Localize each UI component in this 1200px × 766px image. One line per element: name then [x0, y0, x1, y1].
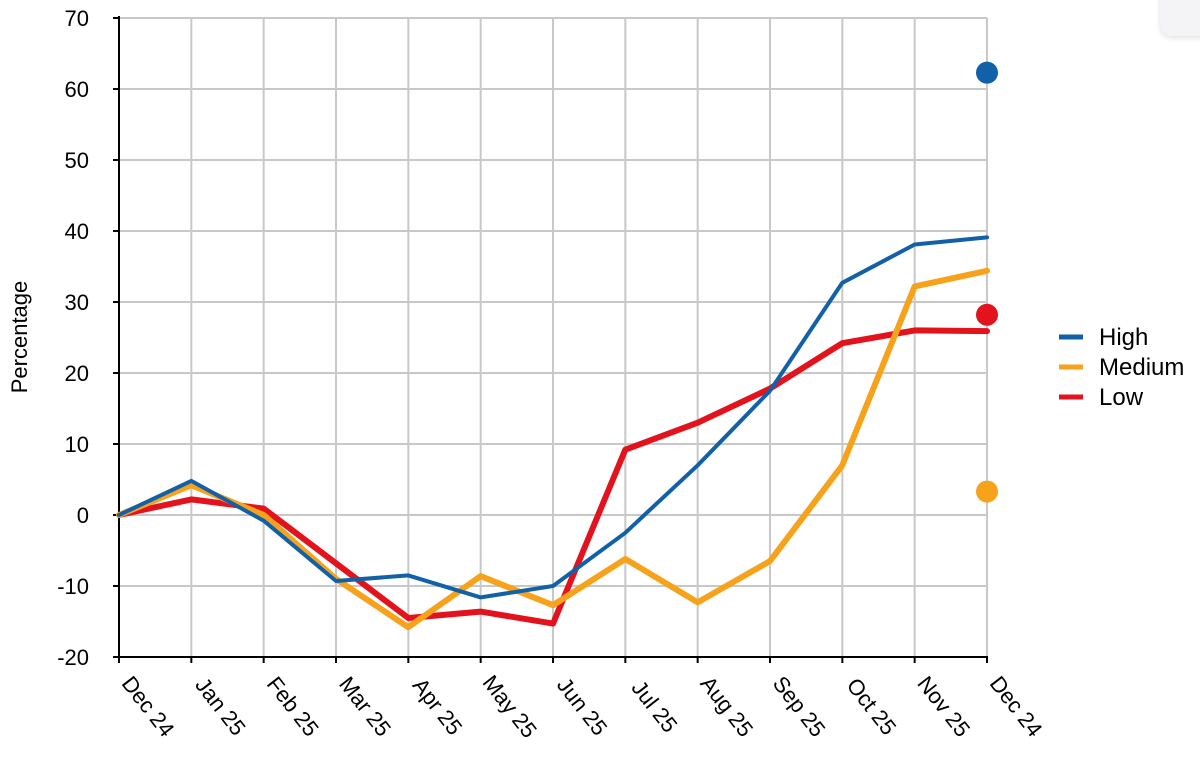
x-tick-labels: Dec 24 Jan 25 Feb 25 Mar 25 Apr 25 May 25 Jun … — [117, 670, 1048, 742]
y-tick-label: 50 — [65, 148, 89, 173]
y-tick-label: 60 — [65, 77, 89, 102]
endpoint-markers — [976, 61, 998, 503]
legend-label-high: High — [1099, 324, 1148, 351]
x-tick-label: Dec 24 — [985, 671, 1048, 741]
x-tick-label: Sep 25 — [768, 671, 831, 741]
y-tick-label: 30 — [65, 290, 89, 315]
y-axis-label: Percentage — [7, 281, 32, 394]
grid-lines — [118, 17, 988, 658]
axes — [113, 16, 988, 663]
series-line-high — [117, 235, 989, 600]
legend-label-low: Low — [1099, 384, 1144, 411]
x-tick-label: Jan 25 — [190, 673, 250, 740]
endpoint-marker-low — [976, 303, 998, 326]
x-tick-label: Mar 25 — [334, 672, 396, 741]
series-line-low — [116, 327, 990, 627]
y-tick-label: 20 — [65, 361, 89, 386]
x-tick-label: Apr 25 — [408, 673, 468, 739]
y-tick-labels: -20 -10 0 10 20 30 40 50 60 70 — [57, 6, 89, 670]
x-tick-label: May 25 — [478, 670, 542, 742]
series-lines — [116, 235, 990, 631]
legend: High Medium Low — [1059, 324, 1184, 411]
x-tick-label: Aug 25 — [695, 671, 758, 741]
legend-label-medium: Medium — [1099, 354, 1184, 381]
x-tick-label: Feb 25 — [262, 672, 324, 741]
y-tick-label: 0 — [77, 503, 89, 528]
x-tick-label: Oct 25 — [842, 673, 902, 739]
corner-widget — [1160, 0, 1200, 36]
x-tick-label: Dec 24 — [117, 671, 180, 741]
y-tick-label: -20 — [57, 645, 89, 670]
x-tick-label: Jun 25 — [552, 673, 612, 740]
y-tick-label: 70 — [65, 6, 89, 31]
endpoint-marker-high — [976, 61, 998, 84]
series-line-medium — [116, 267, 990, 631]
x-tick-label: Nov 25 — [913, 671, 976, 741]
endpoint-marker-medium — [976, 480, 998, 503]
y-tick-label: 40 — [65, 219, 89, 244]
y-tick-label: -10 — [57, 574, 89, 599]
x-tick-label: Jul 25 — [627, 676, 683, 738]
y-tick-label: 10 — [65, 432, 89, 457]
